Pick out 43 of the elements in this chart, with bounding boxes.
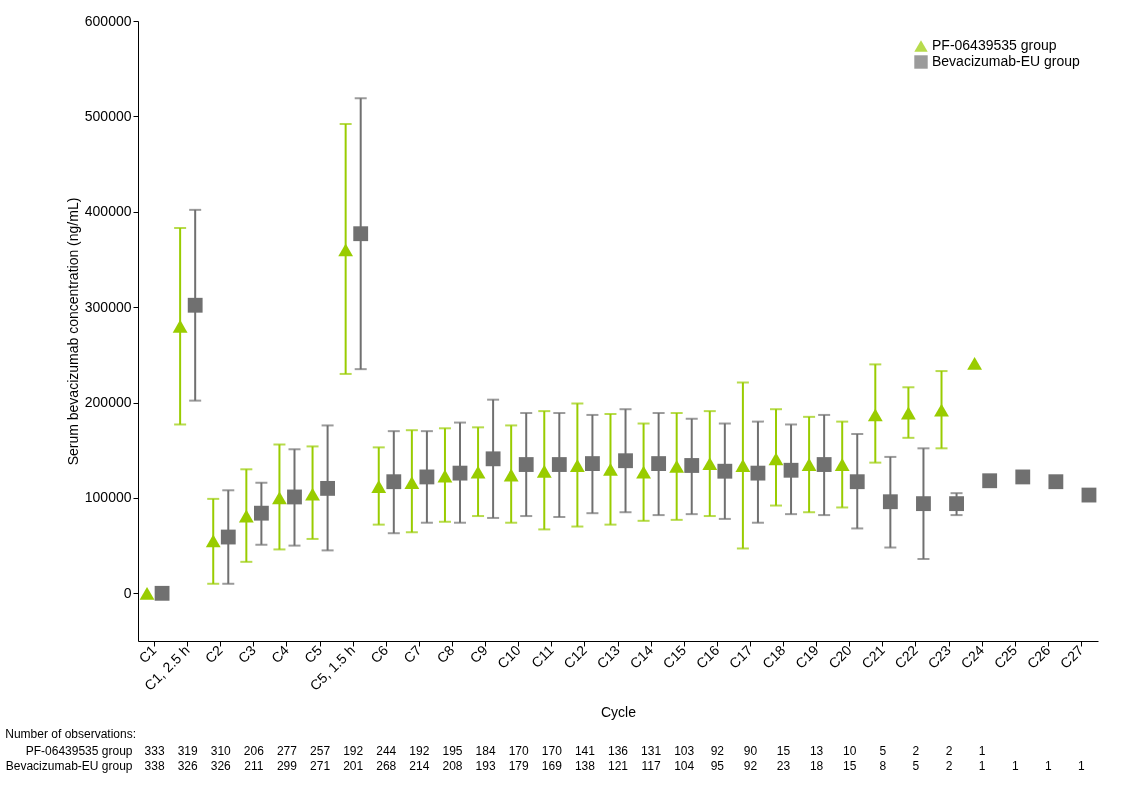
x-tick-label: C15	[659, 641, 690, 672]
x-tick-label: C9	[466, 641, 491, 667]
x-tick-label: C7	[400, 641, 425, 667]
x-tick-label: C10	[494, 641, 524, 672]
y-tick-label: 0	[123, 584, 132, 601]
x-tick-label: C5	[301, 641, 326, 667]
text: 338 326 326 211 299 271 201 268 214 208 193 179 169 138 121 117 104 95 92 23 18 15 8 5 2 1 1 1 1	[144, 758, 1085, 773]
x-tick-label: C21	[858, 641, 888, 672]
x-tick-label: C8	[433, 641, 458, 667]
y-tick-label: 600000	[84, 12, 132, 29]
text: Bevacizumab-EU group	[5, 759, 133, 773]
y-tick-label: 500000	[84, 107, 132, 124]
x-tick-label: C4	[267, 641, 293, 667]
x-tick-label: C3	[234, 641, 259, 667]
x-tick-label: C6	[367, 641, 392, 667]
y-tick-label: 200000	[84, 394, 132, 411]
x-tick-label: C14	[626, 641, 657, 672]
x-tick-label: C18	[758, 641, 789, 672]
x-tick-label: C20	[825, 641, 855, 672]
x-tick-label: C27	[1056, 641, 1087, 672]
text: 333 319 310 206 277 257 192 244 192 195 184 170 170 141 136 131 103 92 90 15 13 10 5 2 2 1	[144, 743, 986, 758]
legend-label: PF-06439535 group	[932, 37, 1057, 53]
x-tick-label: C17	[725, 641, 756, 672]
y-tick-label: 300000	[84, 298, 132, 315]
x-tick-label: C11	[527, 641, 557, 671]
x-tick-label: C25	[990, 641, 1021, 672]
y-tick-label: 100000	[84, 489, 132, 506]
x-axis-title: Cycle	[600, 703, 637, 720]
x-tick-label: C16	[692, 641, 723, 672]
x-tick-label: C26	[1023, 641, 1054, 672]
x-tick-label: C19	[792, 641, 822, 672]
x-tick-label: C23	[924, 641, 955, 672]
y-axis-title: Serum bevacizumab concentration (ng/mL)	[64, 197, 81, 466]
x-tick-label: C13	[593, 641, 624, 672]
y-tick-label: 400000	[84, 203, 132, 220]
legend-label: Bevacizumab-EU group	[932, 53, 1081, 69]
text: PF-06439535 group	[25, 744, 133, 758]
x-tick-label: C1	[135, 641, 160, 667]
x-tick-label: C12	[560, 641, 590, 672]
x-tick-label: C22	[891, 641, 922, 672]
x-tick-label: C24	[957, 641, 988, 672]
text: Number of observations:	[5, 727, 137, 741]
x-tick-label: C2	[201, 641, 226, 667]
